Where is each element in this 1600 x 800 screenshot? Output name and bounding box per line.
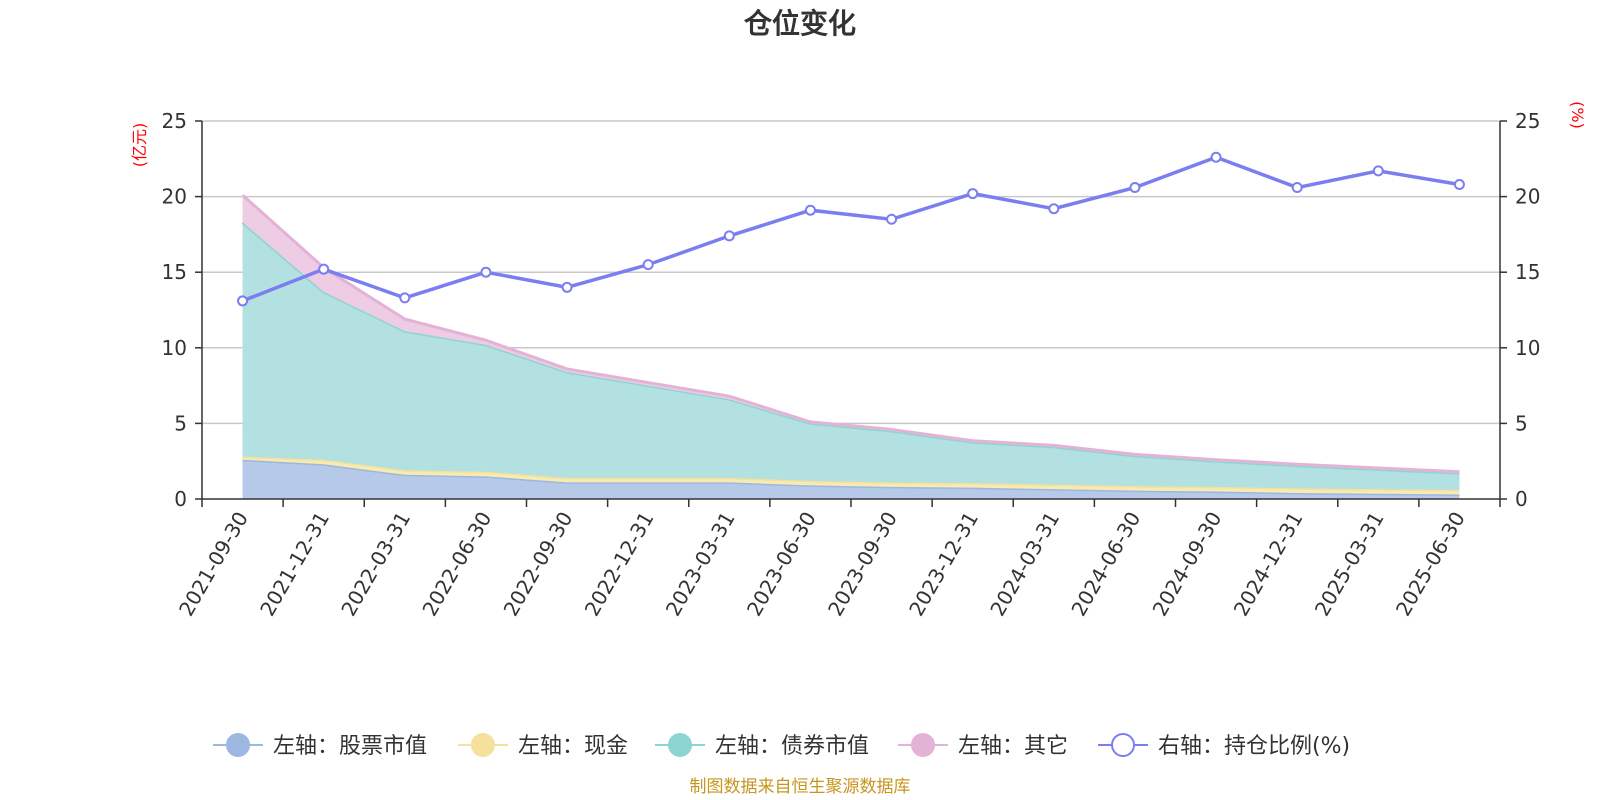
legend-label: 左轴：债券市值 xyxy=(715,734,869,759)
x-tick-label: 2024-06-30 xyxy=(1066,508,1145,621)
legend-label: 左轴：股票市值 xyxy=(273,734,427,759)
right-tick-label: 15 xyxy=(1515,260,1540,284)
right-tick-label: 5 xyxy=(1515,411,1528,435)
area-series-3 xyxy=(242,222,1460,490)
ratio-point xyxy=(1048,203,1060,215)
left-tick-label: 0 xyxy=(174,487,187,511)
area-edge-4 xyxy=(241,193,1460,474)
left-tick-label: 25 xyxy=(162,109,187,133)
x-tick-label: 2022-03-31 xyxy=(336,508,415,621)
left-axis-unit: (亿元) xyxy=(130,123,149,168)
ratio-point xyxy=(1453,179,1465,191)
ratio-point xyxy=(480,266,492,278)
right-tick-label: 10 xyxy=(1515,336,1540,360)
area-series-2 xyxy=(242,456,1460,495)
ratio-point xyxy=(1291,182,1303,194)
x-tick-label: 2025-03-31 xyxy=(1310,508,1389,621)
legend[interactable]: 左轴：股票市值 左轴：现金 左轴：债券市值 左轴：其它 右轴：持仓比例(%) xyxy=(213,733,1350,759)
left-tick-label: 5 xyxy=(174,411,187,435)
x-tick-label: 2023-09-30 xyxy=(823,508,902,621)
left-tick-label: 15 xyxy=(162,260,187,284)
legend-marker xyxy=(911,733,935,757)
legend-item-2[interactable]: 左轴：现金 xyxy=(458,733,628,759)
ratio-point xyxy=(318,263,330,275)
ratio-point xyxy=(804,204,816,216)
legend-marker xyxy=(471,733,495,757)
x-tick-label: 2024-12-31 xyxy=(1229,508,1308,621)
x-tick-label: 2022-06-30 xyxy=(417,508,496,621)
area-series-1 xyxy=(242,459,1460,499)
legend-item-1[interactable]: 左轴：股票市值 xyxy=(213,733,427,759)
x-tick-label: 2023-12-31 xyxy=(904,508,983,621)
x-tick-label: 2023-03-31 xyxy=(661,508,740,621)
legend-item-5[interactable]: 右轴：持仓比例(%) xyxy=(1098,733,1350,759)
ratio-point xyxy=(1210,151,1222,163)
x-tick-label: 2025-06-30 xyxy=(1391,508,1470,621)
left-tick-label: 20 xyxy=(162,185,187,209)
ratio-point xyxy=(237,295,249,307)
ratio-point xyxy=(1372,165,1384,177)
stacked-areas xyxy=(241,193,1460,499)
x-tick-label: 2024-09-30 xyxy=(1147,508,1226,621)
ratio-point xyxy=(399,292,411,304)
ratio-point xyxy=(723,230,735,242)
chart-title: 仓位变化 xyxy=(744,7,856,40)
ratio-point xyxy=(886,213,898,225)
right-tick-label: 20 xyxy=(1515,185,1540,209)
x-tick-label: 2022-09-30 xyxy=(498,508,577,621)
legend-label: 左轴：其它 xyxy=(958,734,1068,759)
ratio-point xyxy=(1129,182,1141,194)
ratio-point xyxy=(561,281,573,293)
legend-label: 右轴：持仓比例(%) xyxy=(1158,734,1350,759)
ratio-line-path xyxy=(241,155,1460,303)
x-tick-label: 2021-09-30 xyxy=(174,508,253,621)
right-tick-label: 25 xyxy=(1515,109,1540,133)
left-tick-label: 10 xyxy=(162,336,187,360)
x-tick-label: 2021-12-31 xyxy=(255,508,334,621)
legend-marker xyxy=(226,733,250,757)
legend-item-4[interactable]: 左轴：其它 xyxy=(898,733,1068,759)
legend-marker xyxy=(1111,733,1135,757)
ratio-point xyxy=(967,188,979,200)
right-tick-label: 0 xyxy=(1515,487,1528,511)
data-source-note: 制图数据来自恒生聚源数据库 xyxy=(690,777,911,797)
legend-marker xyxy=(668,733,692,757)
position-ratio-line xyxy=(237,151,1465,307)
right-axis-unit: (%) xyxy=(1568,101,1587,129)
x-tick-label: 2022-12-31 xyxy=(580,508,659,621)
legend-item-3[interactable]: 左轴：债券市值 xyxy=(655,733,869,759)
x-tick-label: 2024-03-31 xyxy=(985,508,1064,621)
ratio-point xyxy=(642,259,654,271)
x-tick-label: 2023-06-30 xyxy=(742,508,821,621)
legend-label: 左轴：现金 xyxy=(518,734,628,759)
